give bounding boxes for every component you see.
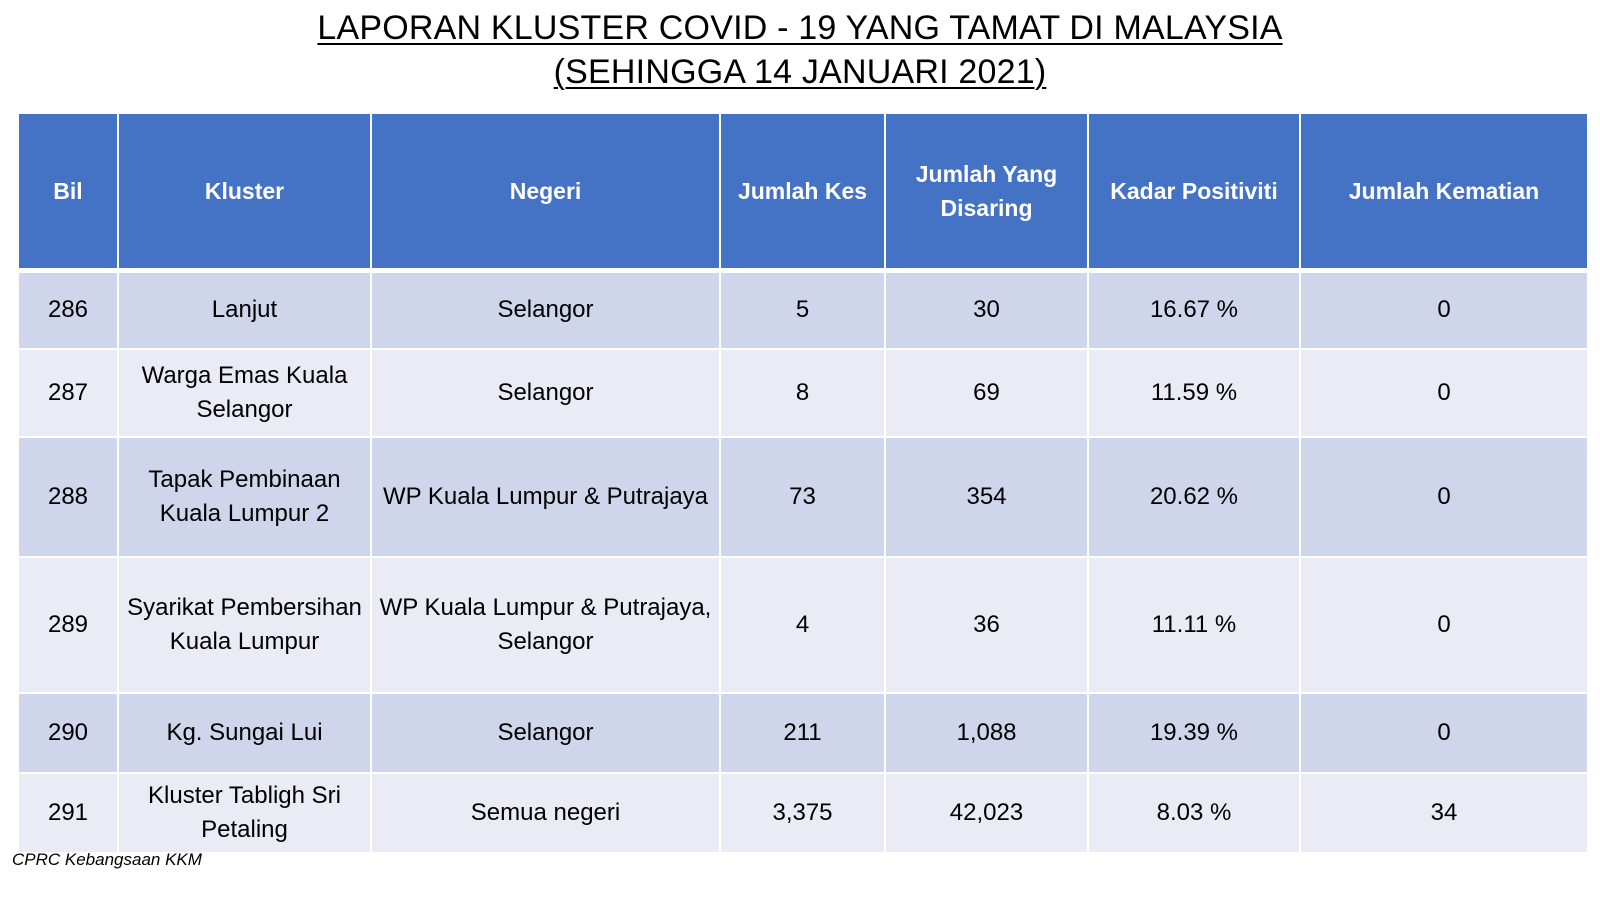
- cell-bil: 290: [17, 691, 119, 774]
- cell-jumlah-disaring: 42,023: [884, 771, 1089, 854]
- cell-jumlah-disaring: 354: [884, 435, 1089, 558]
- table-row: 288 Tapak Pembinaan Kuala Lumpur 2 WP Ku…: [17, 435, 1589, 558]
- cell-jumlah-kematian: 0: [1299, 691, 1589, 774]
- table-row: 290 Kg. Sungai Lui Selangor 211 1,088 19…: [17, 691, 1589, 774]
- cell-kluster: Syarikat Pembersihan Kuala Lumpur: [117, 555, 372, 694]
- cell-kluster: Kluster Tabligh Sri Petaling: [117, 771, 372, 854]
- column-header-kluster: Kluster: [117, 112, 372, 273]
- cell-negeri: Semua negeri: [370, 771, 721, 854]
- table-row: 291 Kluster Tabligh Sri Petaling Semua n…: [17, 771, 1589, 854]
- cell-kadar-positiviti: 8.03 %: [1087, 771, 1301, 854]
- cell-jumlah-kes: 211: [719, 691, 886, 774]
- cell-jumlah-kes: 5: [719, 269, 886, 350]
- cell-bil: 286: [17, 269, 119, 350]
- table-header-row: Bil Kluster Negeri Jumlah Kes Jumlah Yan…: [17, 112, 1589, 273]
- cell-bil: 289: [17, 555, 119, 694]
- cell-negeri: Selangor: [370, 347, 721, 438]
- cell-jumlah-kematian: 0: [1299, 435, 1589, 558]
- cell-kadar-positiviti: 11.59 %: [1087, 347, 1301, 438]
- column-header-jumlah-disaring: Jumlah Yang Disaring: [884, 112, 1089, 273]
- cell-jumlah-disaring: 30: [884, 269, 1089, 350]
- page-title: LAPORAN KLUSTER COVID - 19 YANG TAMAT DI…: [0, 6, 1600, 94]
- cell-negeri: Selangor: [370, 691, 721, 774]
- column-header-bil: Bil: [17, 112, 119, 273]
- table-row: 289 Syarikat Pembersihan Kuala Lumpur WP…: [17, 555, 1589, 694]
- cell-jumlah-kes: 8: [719, 347, 886, 438]
- title-line-2: (SEHINGGA 14 JANUARI 2021): [553, 53, 1047, 91]
- cell-jumlah-kematian: 34: [1299, 771, 1589, 854]
- table-row: 287 Warga Emas Kuala Selangor Selangor 8…: [17, 347, 1589, 438]
- cell-kluster: Warga Emas Kuala Selangor: [117, 347, 372, 438]
- cell-jumlah-kematian: 0: [1299, 555, 1589, 694]
- column-header-negeri: Negeri: [370, 112, 721, 273]
- cell-bil: 287: [17, 347, 119, 438]
- cell-kluster: Kg. Sungai Lui: [117, 691, 372, 774]
- cell-negeri: Selangor: [370, 269, 721, 350]
- column-header-jumlah-kematian: Jumlah Kematian: [1299, 112, 1589, 273]
- table-row: 286 Lanjut Selangor 5 30 16.67 % 0: [17, 269, 1589, 350]
- column-header-jumlah-kes: Jumlah Kes: [719, 112, 886, 273]
- cell-jumlah-disaring: 36: [884, 555, 1089, 694]
- cell-kluster: Lanjut: [117, 269, 372, 350]
- cell-kadar-positiviti: 11.11 %: [1087, 555, 1301, 694]
- cell-kadar-positiviti: 20.62 %: [1087, 435, 1301, 558]
- title-line-1: LAPORAN KLUSTER COVID - 19 YANG TAMAT DI…: [317, 9, 1283, 47]
- cell-kadar-positiviti: 19.39 %: [1087, 691, 1301, 774]
- cell-jumlah-kematian: 0: [1299, 347, 1589, 438]
- cell-jumlah-disaring: 69: [884, 347, 1089, 438]
- cell-kadar-positiviti: 16.67 %: [1087, 269, 1301, 350]
- cell-kluster: Tapak Pembinaan Kuala Lumpur 2: [117, 435, 372, 558]
- source-caption: CPRC Kebangsaan KKM: [12, 850, 202, 869]
- cell-jumlah-kematian: 0: [1299, 269, 1589, 350]
- cell-jumlah-kes: 3,375: [719, 771, 886, 854]
- cell-negeri: WP Kuala Lumpur & Putrajaya, Selangor: [370, 555, 721, 694]
- column-header-kadar-positiviti: Kadar Positiviti: [1087, 112, 1301, 273]
- cell-jumlah-kes: 4: [719, 555, 886, 694]
- cluster-table: Bil Kluster Negeri Jumlah Kes Jumlah Yan…: [17, 112, 1589, 854]
- cell-jumlah-kes: 73: [719, 435, 886, 558]
- cell-bil: 291: [17, 771, 119, 854]
- cell-negeri: WP Kuala Lumpur & Putrajaya: [370, 435, 721, 558]
- cell-bil: 288: [17, 435, 119, 558]
- cell-jumlah-disaring: 1,088: [884, 691, 1089, 774]
